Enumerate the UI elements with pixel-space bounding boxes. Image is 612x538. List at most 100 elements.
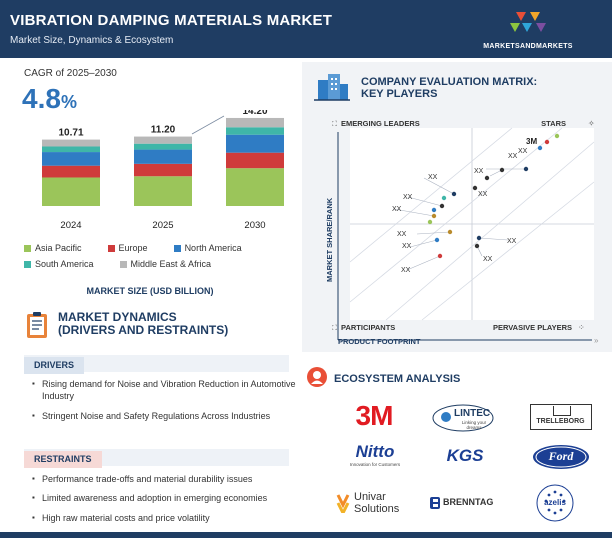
- logo-nitto-tagline: Innovation for Customers: [349, 462, 401, 467]
- bar-segment-north-america-2025: [134, 149, 192, 164]
- company-point[interactable]: [476, 235, 482, 241]
- legend-item-mea: Middle East & Africa: [119, 259, 212, 269]
- logo-trelleborg[interactable]: TRELLEBORG: [530, 404, 592, 430]
- logo-mark-icon: [510, 12, 546, 32]
- bar-total-label: 14.20: [242, 110, 267, 117]
- bar-segment-asia-pacific-2024: [42, 177, 100, 206]
- company-leader-line: [407, 196, 443, 207]
- company-label: XX: [402, 243, 412, 250]
- company-point[interactable]: [437, 253, 443, 259]
- company-leader-line: [406, 255, 441, 271]
- x-axis-arrow-icon: »: [594, 336, 599, 345]
- company-point[interactable]: [544, 139, 550, 145]
- q-emerging-leaders: EMERGING LEADERS: [341, 119, 420, 128]
- company-point[interactable]: [537, 145, 543, 151]
- logo-kgs[interactable]: KGS: [440, 446, 490, 466]
- company-point[interactable]: [434, 237, 440, 243]
- driver-text: Rising demand for Noise and Vibration Re…: [42, 379, 296, 401]
- bottom-border: [0, 532, 612, 538]
- logo-ford[interactable]: Ford: [532, 444, 590, 470]
- logo-univar-text-2: Solutions: [354, 503, 400, 515]
- logo-univar[interactable]: Univar Solutions: [336, 490, 406, 516]
- company-point[interactable]: [484, 175, 490, 181]
- company-leader-line: [416, 231, 451, 235]
- legend-item-europe: Europe: [107, 243, 148, 253]
- company-point[interactable]: [441, 195, 447, 201]
- company-label: XX: [397, 231, 407, 238]
- bar-segment-europe-2025: [134, 163, 192, 177]
- company-point[interactable]: [554, 133, 560, 139]
- bar-segment-south-america-2024: [42, 146, 100, 153]
- company-leader-line: [423, 177, 455, 195]
- company-point[interactable]: [431, 213, 437, 219]
- company-point[interactable]: [439, 203, 445, 209]
- legend-swatch: [173, 244, 181, 252]
- logo-lintec[interactable]: LINTEC Linking your dreams: [432, 404, 494, 432]
- drivers-header: DRIVERS: [24, 355, 289, 374]
- restraint-item: Limited awareness and adoption in emergi…: [32, 492, 297, 504]
- q-participants: PARTICIPANTS: [341, 323, 395, 332]
- y-axis-label: MARKET SHARE/RANK: [325, 197, 334, 282]
- company-point[interactable]: [451, 191, 457, 197]
- logo-azelis-text: azelis: [544, 498, 566, 507]
- logo-3m[interactable]: 3M: [342, 400, 406, 432]
- header-banner: VIBRATION DAMPING MATERIALS MARKET Marke…: [0, 0, 612, 58]
- legend-item-asia-pacific: Asia Pacific: [24, 243, 82, 253]
- buildings-icon: [314, 74, 350, 101]
- company-label: XX: [507, 238, 517, 245]
- bar-segment-middle-east-africa-2030: [226, 117, 284, 128]
- bar-segment-north-america-2030: [226, 134, 284, 153]
- company-label: XX: [518, 148, 528, 155]
- bar-segment-south-america-2025: [134, 143, 192, 150]
- company-point[interactable]: [431, 207, 437, 213]
- logo-azelis[interactable]: azelis: [536, 484, 574, 522]
- drivers-label: DRIVERS: [24, 357, 85, 374]
- company-point[interactable]: [474, 243, 480, 249]
- bar-total-label: 11.20: [151, 125, 176, 136]
- category-label: 2025: [152, 220, 173, 230]
- ford-oval-icon: [533, 445, 589, 469]
- page-subtitle: Market Size, Dynamics & Ecosystem: [10, 35, 174, 46]
- pervasive-icon: ⁘: [578, 323, 585, 332]
- company-point[interactable]: [499, 167, 505, 173]
- legend-label: Middle East & Africa: [130, 259, 212, 269]
- legend-item-north-america: North America: [173, 243, 242, 253]
- md-title-line2: (DRIVERS AND RESTRAINTS): [58, 323, 229, 337]
- legend-swatch: [24, 244, 31, 252]
- bar-segment-asia-pacific-2025: [134, 176, 192, 206]
- company-point[interactable]: [447, 229, 453, 235]
- logo-nitto-text: Nitto: [355, 442, 395, 461]
- logo-brenntag[interactable]: BRENNTAG: [430, 495, 500, 511]
- company-label: XX: [483, 256, 493, 263]
- x-axis-label: PRODUCT FOOTPRINT: [338, 337, 421, 346]
- company-evaluation-matrix: ⛶ EMERGING LEADERS STARS ✧ ⛶ PARTICIPANT…: [325, 119, 599, 346]
- logo-nitto[interactable]: Nitto Innovation for Customers: [340, 442, 410, 467]
- company-leader-line: [393, 208, 435, 217]
- restraint-text: High raw material costs and price volati…: [42, 513, 210, 523]
- legend-label: Asia Pacific: [35, 243, 82, 253]
- driver-item: Stringent Noise and Safety Regulations A…: [32, 410, 297, 422]
- clipboard-icon: [27, 312, 47, 338]
- market-size-bar-chart: 10.71 2024 11.20 2025 14.20 2030: [42, 110, 284, 230]
- ecosystem-title: ECOSYSTEM ANALYSIS: [334, 373, 461, 385]
- company-leader-line: [409, 239, 438, 248]
- bar-segment-south-america-2030: [226, 127, 284, 135]
- bar-segment-asia-pacific-2030: [226, 168, 284, 206]
- lintec-oval-icon: [432, 404, 494, 432]
- restraint-text: Performance trade-offs and material dura…: [42, 474, 253, 484]
- marketsandmarkets-logo[interactable]: MARKETSANDMARKETS: [458, 8, 598, 52]
- bar-segment-north-america-2024: [42, 152, 100, 166]
- company-label: XX: [403, 194, 413, 201]
- page-title: VIBRATION DAMPING MATERIALS MARKET: [10, 12, 333, 29]
- q-stars: STARS: [541, 119, 566, 128]
- legend-item-south-america: South America: [24, 259, 94, 269]
- company-label: XX: [474, 168, 484, 175]
- company-label: XX: [401, 267, 411, 274]
- chart-legend: Asia Pacific Europe North America South …: [24, 243, 299, 275]
- company-point[interactable]: [427, 219, 433, 225]
- bar-segment-europe-2024: [42, 165, 100, 178]
- company-leader-line: [489, 169, 503, 177]
- company-point[interactable]: [523, 166, 529, 172]
- company-point[interactable]: [472, 185, 478, 191]
